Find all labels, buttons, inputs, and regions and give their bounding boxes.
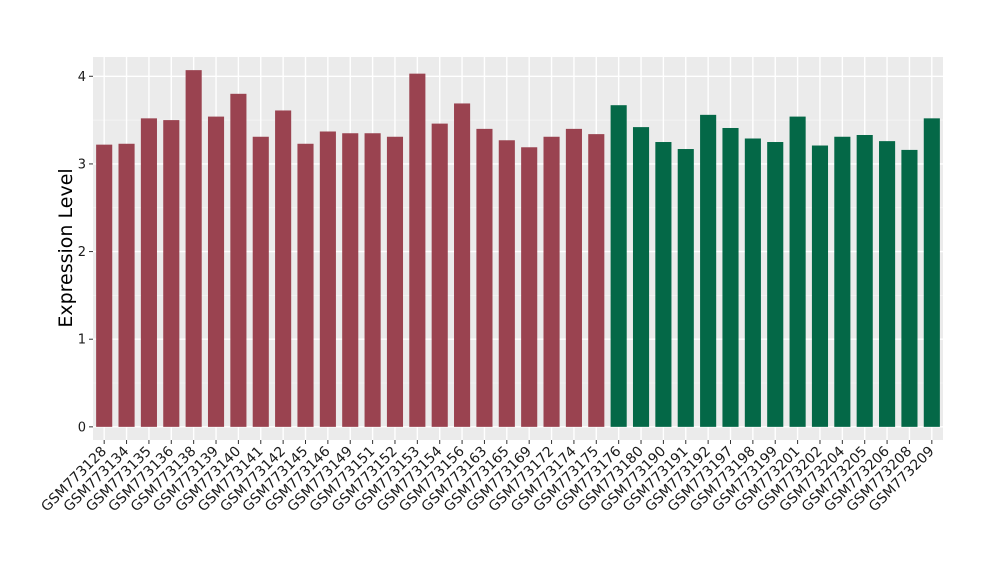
bar-GSM773197 [722, 127, 739, 427]
bar-GSM773192 [700, 114, 717, 427]
bar-GSM773128 [96, 144, 113, 427]
bar-GSM773198 [744, 138, 761, 427]
bar-GSM773135 [140, 118, 157, 427]
bar-GSM773146 [319, 131, 336, 427]
bar-GSM773141 [252, 136, 269, 427]
x-axis: GSM773128GSM773134GSM773135GSM773136GSM7… [38, 440, 938, 515]
bar-GSM773142 [275, 110, 292, 427]
bar-GSM773151 [364, 133, 381, 427]
bar-GSM773163 [476, 128, 493, 427]
bar-GSM773209 [923, 118, 940, 427]
bar-GSM773145 [297, 143, 314, 427]
bar-GSM773152 [386, 136, 404, 427]
bar-GSM773199 [767, 142, 784, 427]
bar-GSM773140 [230, 93, 247, 427]
y-tick-label: 2 [78, 245, 86, 260]
bar-GSM773201 [789, 116, 806, 427]
bar-GSM773174 [565, 128, 582, 427]
bar-GSM773176 [610, 105, 627, 427]
bar-GSM773153 [409, 73, 426, 427]
y-tick-label: 0 [78, 420, 86, 435]
y-tick-label: 3 [78, 157, 86, 172]
bar-GSM773205 [856, 135, 873, 427]
bar-GSM773139 [207, 116, 225, 427]
y-tick-label: 1 [78, 333, 86, 348]
bar-GSM773165 [498, 140, 515, 427]
bars [96, 70, 940, 427]
bar-GSM773154 [431, 123, 448, 427]
bar-GSM773136 [163, 120, 180, 427]
bar-GSM773172 [543, 136, 560, 427]
bar-GSM773169 [521, 147, 538, 427]
bar-GSM773202 [811, 145, 829, 427]
y-axis: 0 1 2 3 4 [78, 70, 93, 435]
y-tick-label: 4 [78, 70, 86, 85]
bar-GSM773138 [185, 70, 202, 427]
bar-GSM773208 [901, 149, 918, 427]
bar-GSM773175 [588, 134, 605, 427]
bar-GSM773156 [454, 103, 471, 427]
bar-GSM773204 [834, 136, 851, 427]
bar-GSM773206 [879, 141, 896, 427]
y-axis-title: Expression Level [55, 168, 77, 327]
bar-GSM773149 [342, 133, 359, 427]
bar-GSM773191 [677, 149, 694, 427]
bar-GSM773190 [655, 142, 672, 427]
bar-GSM773134 [118, 143, 135, 427]
bar-GSM773180 [632, 127, 650, 427]
